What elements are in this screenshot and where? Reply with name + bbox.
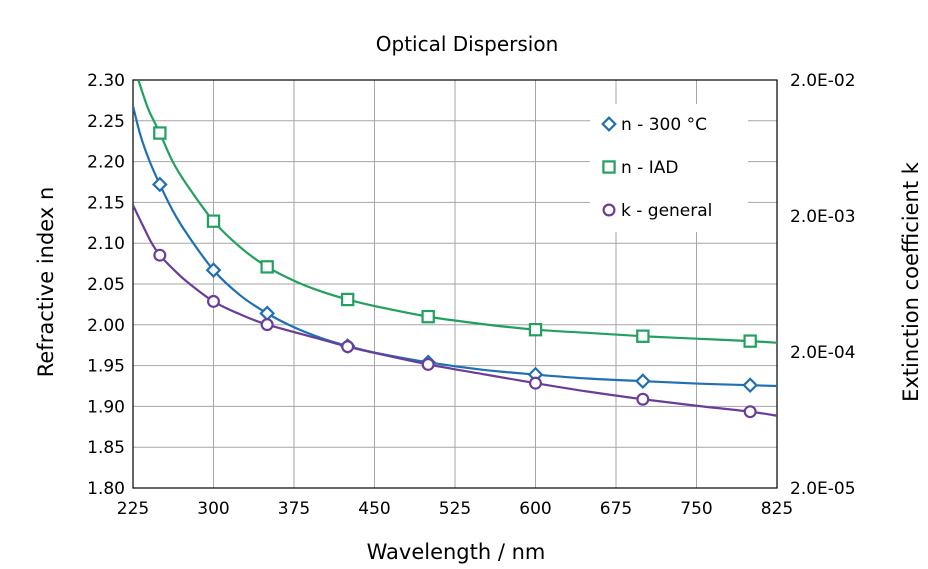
data-point-diamond — [205, 262, 222, 278]
x-tick-label: 600 — [519, 499, 551, 519]
y-axis-label: Refractive index n — [34, 187, 58, 378]
y-tick-label: 2.00 — [87, 316, 125, 336]
data-point-circle — [341, 340, 355, 354]
y-tick-label: 1.80 — [87, 479, 125, 499]
y-tick-label: 1.85 — [87, 438, 125, 458]
y-tick-label: 2.15 — [87, 193, 125, 213]
legend-marker-square — [602, 160, 616, 174]
data-point-square — [421, 309, 435, 324]
y2-axis-label: Extinction coefficient k — [899, 161, 923, 402]
x-tick-label: 300 — [197, 499, 229, 519]
data-point-square — [260, 260, 274, 274]
y-tick-label: 2.30 — [87, 71, 125, 91]
series-markers — [151, 126, 759, 419]
legend: n - 300 °C n - IAD k - general — [590, 104, 748, 232]
x-tick-label: 675 — [600, 499, 632, 519]
y-tick-label: 2.10 — [87, 234, 125, 254]
legend-entry: k - general — [621, 201, 712, 221]
y-tick-label: 2.25 — [87, 112, 125, 132]
data-point-diamond — [634, 373, 651, 389]
data-point-diamond — [151, 176, 168, 193]
data-point-diamond — [742, 377, 759, 394]
data-point-circle — [153, 248, 167, 262]
x-tick-label: 450 — [358, 499, 390, 519]
y-tick-label: 2.05 — [87, 275, 125, 295]
data-point-square — [340, 292, 355, 307]
data-point-circle — [207, 294, 221, 308]
y2-tick-label: 2.0E-02 — [790, 71, 856, 91]
data-point-circle — [528, 376, 542, 390]
legend-background — [590, 104, 748, 232]
x-tick-label: 525 — [439, 499, 471, 519]
data-point-circle — [636, 392, 650, 406]
y-tick-label: 1.95 — [87, 357, 125, 377]
data-point-square — [743, 334, 757, 348]
x-tick-label: 375 — [278, 499, 310, 519]
legend-entry: n - IAD — [621, 158, 678, 178]
legend-entry: n - 300 °C — [621, 115, 707, 135]
series-line-0 — [133, 105, 777, 388]
x-tick-label: 825 — [761, 499, 793, 519]
x-tick-labels: 225 300 375 450 525 600 675 750 825 — [117, 499, 793, 519]
data-point-square — [153, 126, 167, 140]
y-tick-label: 1.90 — [87, 397, 125, 417]
data-point-square — [528, 322, 543, 337]
data-point-circle — [421, 357, 435, 371]
y2-tick-label: 2.0E-05 — [790, 479, 856, 499]
series-line-1 — [137, 80, 777, 344]
plot-frame — [132, 79, 778, 489]
chart-title: Optical Dispersion — [376, 32, 559, 56]
legend-marker-circle — [602, 203, 616, 217]
data-point-square — [206, 214, 221, 228]
data-point-circle — [743, 405, 757, 419]
x-axis-label: Wavelength / nm — [367, 540, 546, 564]
data-point-square — [636, 329, 650, 343]
y-tick-label: 2.20 — [87, 153, 125, 173]
y2-tick-label: 2.0E-04 — [790, 343, 856, 363]
legend-marker-diamond — [601, 116, 617, 132]
data-point-circle — [260, 318, 274, 332]
x-tick-label: 225 — [117, 499, 149, 519]
y2-tick-labels: 2.0E-05 2.0E-04 2.0E-03 2.0E-02 — [790, 71, 856, 499]
y-tick-labels: 1.80 1.85 1.90 1.95 2.00 2.05 2.10 2.15 2.20 2.25… — [87, 71, 125, 499]
x-tick-label: 750 — [680, 499, 712, 519]
y2-tick-label: 2.0E-03 — [790, 207, 856, 227]
